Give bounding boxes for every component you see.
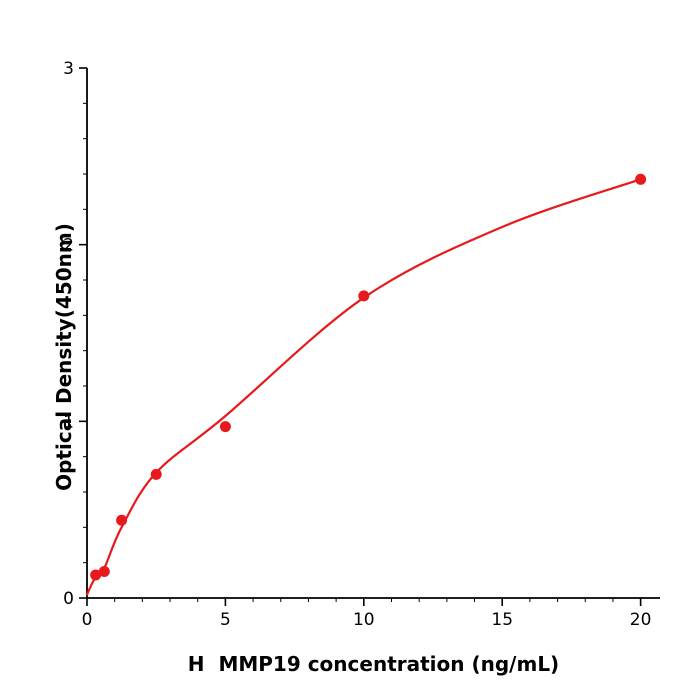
x-tick-label: 0 <box>82 610 93 630</box>
x-tick-label: 5 <box>220 610 231 630</box>
data-point <box>219 421 231 433</box>
data-point <box>116 514 128 526</box>
x-tick-label: 20 <box>630 610 652 630</box>
y-tick-label: 0 <box>63 589 74 609</box>
y-tick-label: 2 <box>63 236 74 256</box>
data-point <box>635 173 647 185</box>
data-point <box>150 468 162 480</box>
data-point <box>98 566 110 577</box>
x-tick-label: 15 <box>491 610 513 630</box>
data-point <box>358 290 370 302</box>
y-tick-label: 1 <box>63 412 74 432</box>
x-tick-label: 10 <box>353 610 375 630</box>
y-axis-title-text: Optical Density(450nm) <box>51 223 76 491</box>
data-point <box>90 569 102 581</box>
x-axis-title: H MMP19 concentration (ng/mL) <box>187 652 560 676</box>
y-tick-label: 3 <box>63 59 74 79</box>
fit-curve <box>85 178 642 596</box>
